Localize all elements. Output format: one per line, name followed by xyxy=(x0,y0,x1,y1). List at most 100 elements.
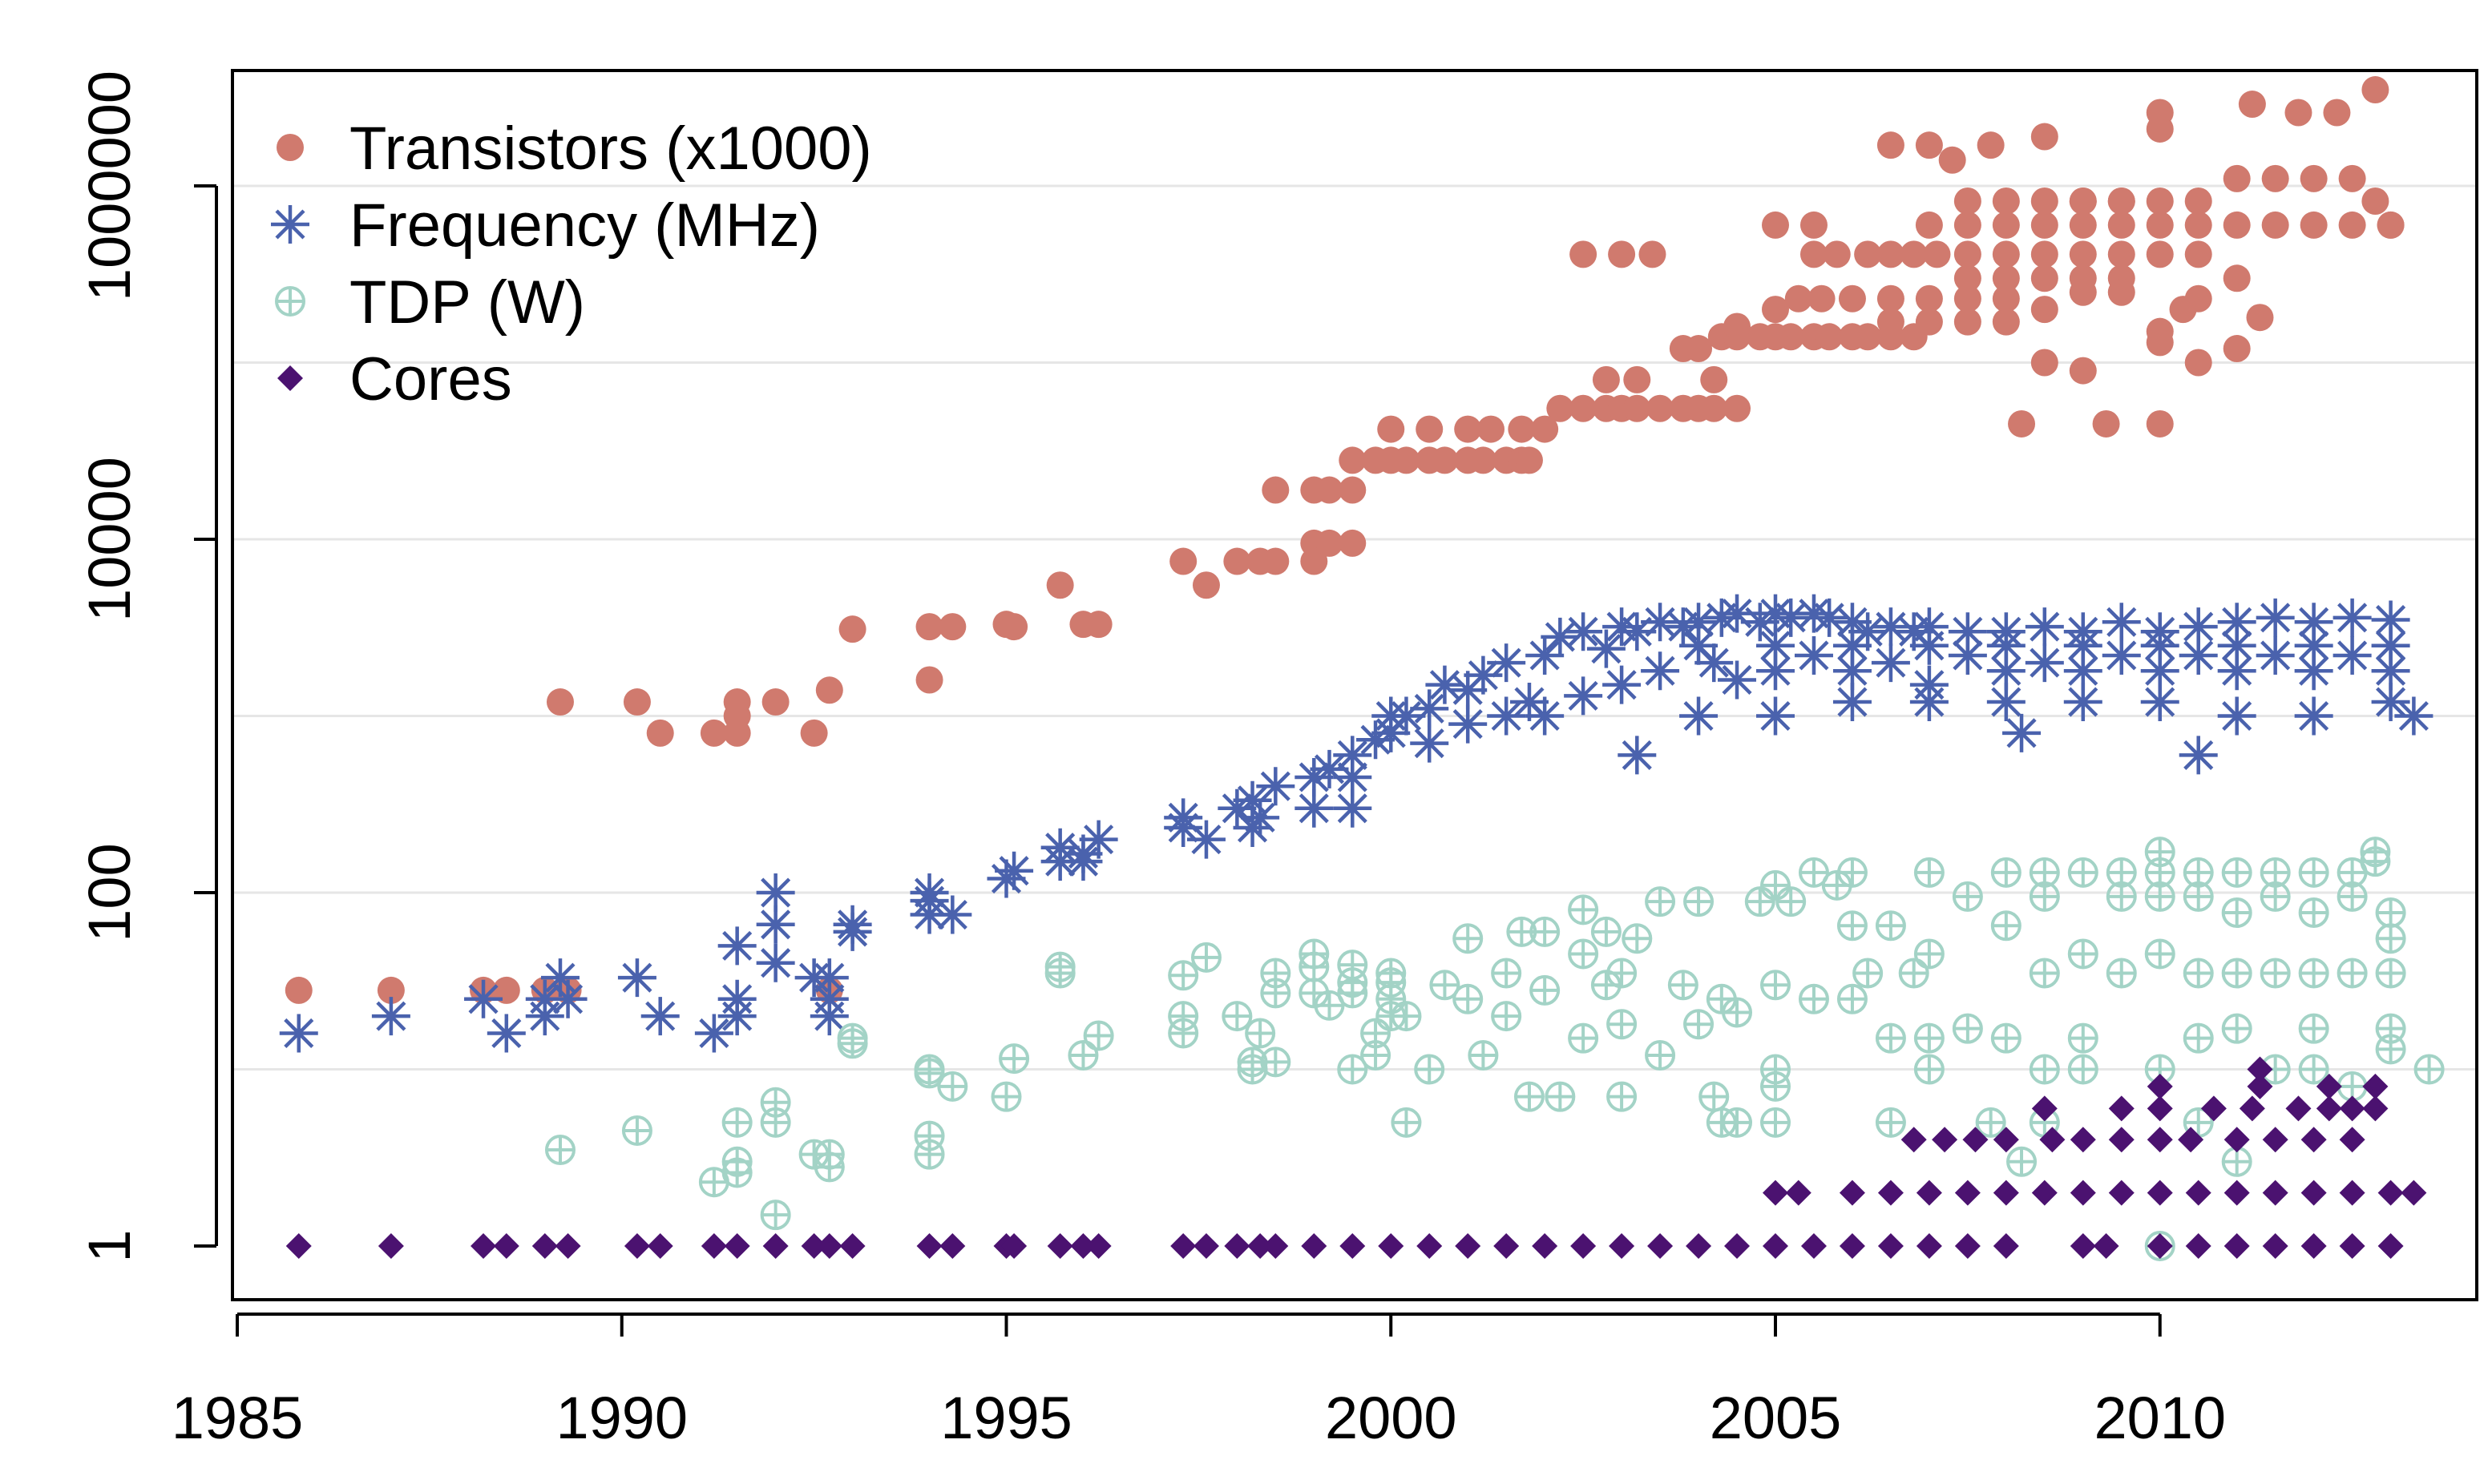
data-point xyxy=(1606,1081,1638,1112)
data-point xyxy=(995,851,1034,890)
data-point xyxy=(371,997,410,1036)
data-point xyxy=(1525,635,1565,675)
data-point xyxy=(1262,476,1290,504)
data-point xyxy=(1170,1233,1197,1259)
data-point xyxy=(1414,1054,1445,1085)
data-point xyxy=(492,976,520,1004)
data-point xyxy=(1314,990,1345,1021)
data-point xyxy=(1986,683,2026,722)
data-point xyxy=(1992,240,2020,268)
data-point xyxy=(1823,240,1851,268)
data-point xyxy=(2070,1180,2096,1206)
data-point xyxy=(1992,284,2020,313)
data-point xyxy=(1784,284,1812,313)
data-point xyxy=(1545,1081,1576,1112)
data-point xyxy=(1723,313,1751,341)
data-point xyxy=(1339,529,1367,557)
data-point xyxy=(810,979,849,1018)
data-point xyxy=(640,997,680,1036)
data-point xyxy=(1487,696,1526,736)
data-point xyxy=(1785,1180,1811,1206)
legend-marker xyxy=(275,286,305,317)
data-point xyxy=(1429,970,1460,1001)
data-point xyxy=(1245,1018,1276,1049)
data-point xyxy=(1047,1233,1073,1259)
data-point xyxy=(2246,304,2274,332)
data-point xyxy=(2362,1095,2389,1122)
data-point xyxy=(1756,696,1795,736)
data-point xyxy=(2184,211,2212,239)
data-point xyxy=(1992,188,2020,216)
data-point xyxy=(1992,211,2020,239)
data-point xyxy=(1836,857,1868,888)
data-point xyxy=(1356,720,1395,760)
data-point xyxy=(1515,446,1543,474)
data-point xyxy=(1932,1127,1958,1153)
data-point xyxy=(2401,1180,2427,1206)
data-point xyxy=(1339,1233,1366,1259)
data-point xyxy=(700,719,728,747)
data-point xyxy=(723,688,751,716)
data-point xyxy=(1070,1233,1097,1259)
data-point xyxy=(1798,857,1829,888)
data-point xyxy=(2184,240,2212,268)
data-point xyxy=(1909,683,1949,722)
data-point xyxy=(2285,1095,2312,1122)
data-point xyxy=(2361,76,2389,104)
data-point xyxy=(1079,820,1118,859)
data-point xyxy=(1852,958,1884,989)
data-point xyxy=(2185,1180,2211,1206)
data-point xyxy=(1700,394,1728,422)
data-point xyxy=(1777,323,1805,351)
data-point xyxy=(1410,724,1449,763)
data-point xyxy=(1083,1020,1114,1051)
data-point xyxy=(2360,837,2391,868)
data-point xyxy=(2006,1146,2038,1177)
data-point xyxy=(2025,607,2064,647)
data-point xyxy=(2217,696,2256,736)
data-point xyxy=(1590,916,1622,947)
data-point xyxy=(1993,1233,2019,1259)
data-point xyxy=(1606,1009,1638,1040)
data-point xyxy=(1952,881,1983,912)
data-point xyxy=(2339,1095,2365,1122)
data-point xyxy=(1623,394,1651,422)
data-point xyxy=(2030,188,2058,216)
data-point xyxy=(1698,1081,1730,1112)
data-point xyxy=(1646,394,1674,422)
data-point xyxy=(760,1087,791,1118)
data-point xyxy=(285,976,313,1004)
data-point xyxy=(2030,211,2058,239)
data-point xyxy=(1448,704,1488,744)
data-point xyxy=(721,1107,753,1138)
data-point xyxy=(1700,365,1728,393)
x-axis: 1985 1990 1995 2000 2005 2010 xyxy=(172,1313,2226,1451)
data-point xyxy=(1570,1233,1597,1259)
data-point xyxy=(1679,626,1719,665)
x-tick-label: 1995 xyxy=(940,1385,1072,1451)
data-point xyxy=(838,615,866,643)
legend-item: TDP (W) xyxy=(275,268,585,337)
data-point xyxy=(2070,1233,2096,1259)
data-point xyxy=(1913,938,1945,970)
data-point xyxy=(1168,960,1199,991)
data-point xyxy=(1532,1233,1558,1259)
data-point xyxy=(1854,323,1882,351)
data-point xyxy=(1760,1054,1791,1085)
data-point xyxy=(2029,1054,2060,1085)
data-point xyxy=(1337,950,1368,981)
data-point xyxy=(1953,211,1981,239)
data-point xyxy=(1679,696,1719,736)
data-point xyxy=(916,1233,943,1259)
data-point xyxy=(1339,446,1367,474)
data-point xyxy=(2223,164,2251,192)
data-point xyxy=(2140,626,2179,665)
data-point xyxy=(2394,696,2433,736)
data-point xyxy=(1954,1180,1981,1206)
data-point xyxy=(2179,635,2218,675)
data-point xyxy=(2179,736,2218,775)
data-point xyxy=(1948,635,1987,675)
data-point xyxy=(1569,240,1597,268)
data-point xyxy=(1913,857,1945,888)
